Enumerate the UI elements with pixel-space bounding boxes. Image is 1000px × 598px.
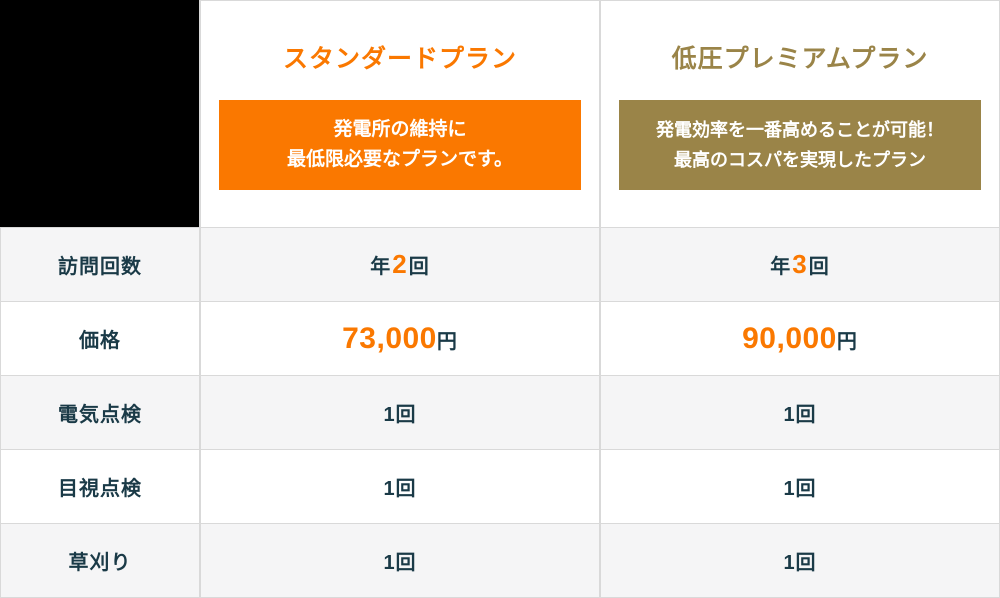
visits-count: 3 [792, 249, 808, 279]
electrical-inspection-value-premium: 1回 [601, 376, 999, 449]
plan-title-premium: 低圧プレミアムプラン [671, 45, 929, 73]
visits-text: 年2回 [370, 249, 429, 280]
price-value-premium: 90,000円 [601, 302, 999, 375]
visits-value-standard: 年2回 [201, 228, 599, 301]
row-label-visits: 訪問回数 [1, 228, 199, 301]
mowing-value-standard: 1回 [201, 524, 599, 597]
price-amount: 90,000 [742, 321, 837, 355]
price-text: 90,000円 [742, 322, 858, 356]
electrical-inspection-value-standard: 1回 [201, 376, 599, 449]
row-label-visual-inspection: 目視点検 [1, 450, 199, 523]
visits-text: 年3回 [770, 249, 829, 280]
visits-prefix: 年 [770, 256, 792, 278]
visits-prefix: 年 [370, 256, 392, 278]
visual-inspection-value-premium: 1回 [601, 450, 999, 523]
row-label-mowing: 草刈り [1, 524, 199, 597]
visits-suffix: 回 [408, 256, 430, 278]
price-text: 73,000円 [342, 322, 458, 356]
mowing-value-premium: 1回 [601, 524, 999, 597]
price-amount: 73,000 [342, 321, 437, 355]
plan-title-standard: スタンダードプラン [282, 45, 517, 73]
row-label-price: 価格 [1, 302, 199, 375]
plan-header-standard: スタンダードプラン 発電所の維持に 最低限必要なプランです。 [201, 1, 599, 227]
corner-spacer [0, 0, 199, 227]
plan-description-line-2: 最高のコスパを実現したプラン [674, 150, 926, 170]
plan-header-premium: 低圧プレミアムプラン 発電効率を一番高めることが可能！ 最高のコスパを実現したプ… [601, 1, 999, 227]
row-label-electrical-inspection: 電気点検 [1, 376, 199, 449]
visits-suffix: 回 [808, 256, 830, 278]
price-value-standard: 73,000円 [201, 302, 599, 375]
visual-inspection-value-standard: 1回 [201, 450, 599, 523]
visits-count: 2 [392, 249, 408, 279]
plan-description-standard: 発電所の維持に 最低限必要なプランです。 [219, 100, 581, 190]
price-unit: 円 [436, 330, 458, 353]
plan-description-premium: 発電効率を一番高めることが可能！ 最高のコスパを実現したプラン [619, 100, 981, 190]
plan-description-line-1: 発電効率を一番高めることが可能！ [656, 120, 944, 140]
price-unit: 円 [836, 330, 858, 353]
visits-value-premium: 年3回 [601, 228, 999, 301]
plan-description-line-2: 最低限必要なプランです。 [286, 149, 514, 170]
plan-description-line-1: 発電所の維持に [333, 119, 467, 140]
